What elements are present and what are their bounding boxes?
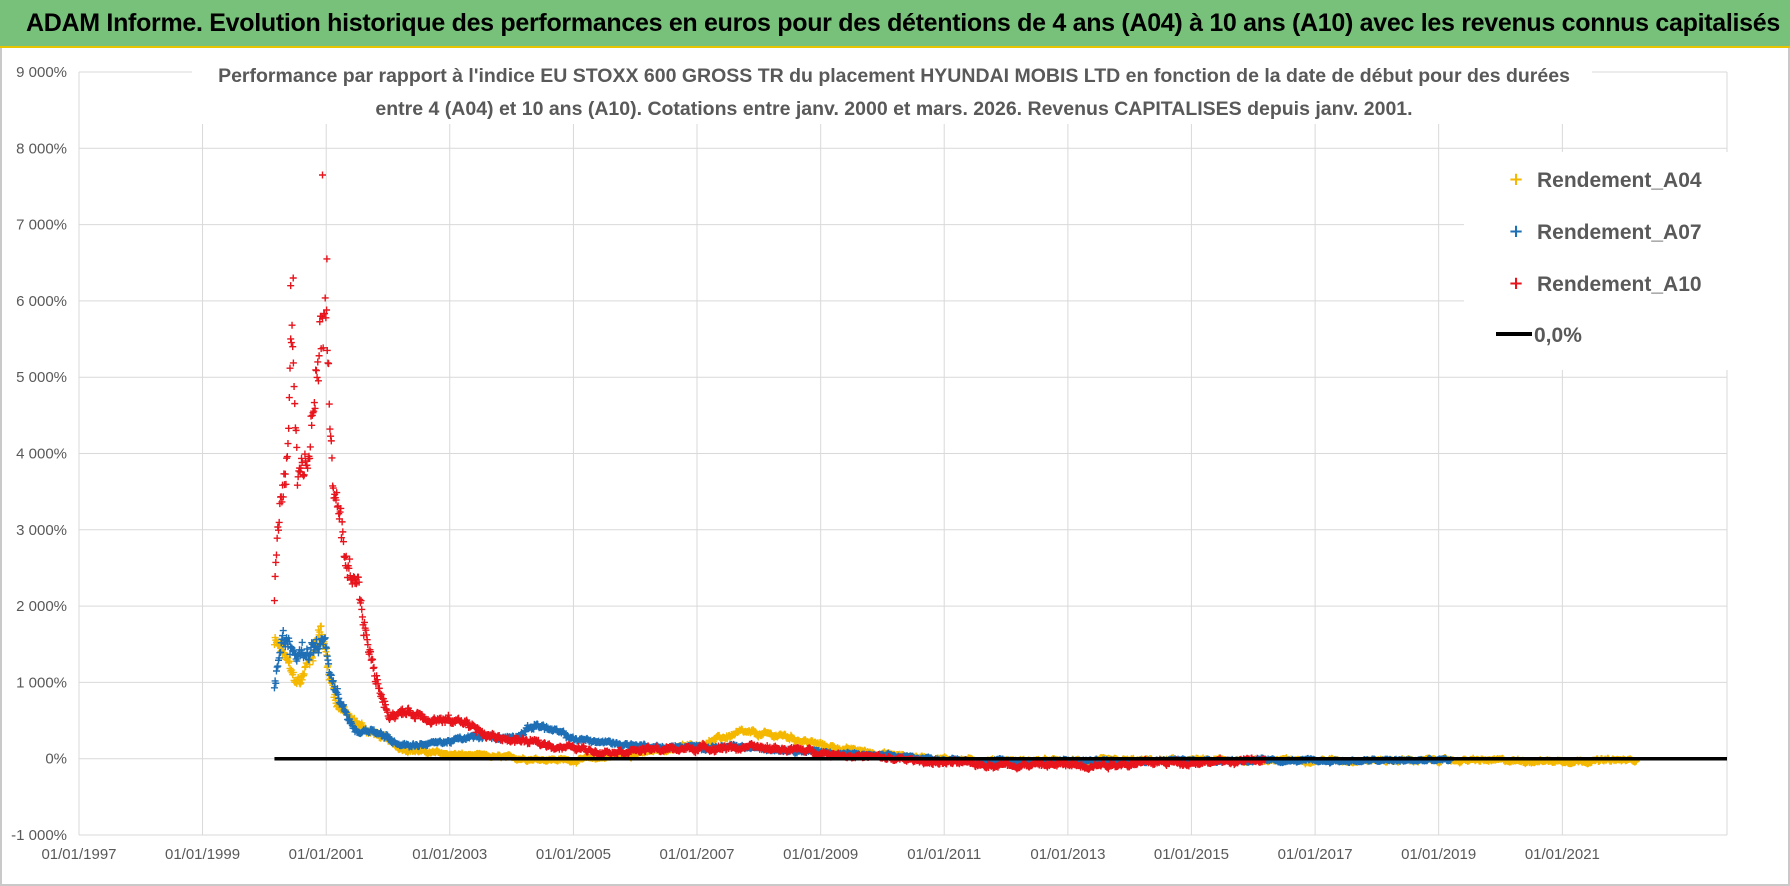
- data-point: [282, 480, 290, 488]
- chart-frame: -1 000% 0% 1 000% 2 000% 3 000% 4 000% 5 000% 6…: [0, 48, 1790, 886]
- data-point: [293, 481, 301, 489]
- data-point: [312, 367, 320, 375]
- data-point: [289, 668, 297, 676]
- data-point: [306, 443, 314, 451]
- data-point: [271, 572, 279, 580]
- data-point: [287, 339, 295, 347]
- data-point: [339, 538, 347, 546]
- data-point: [327, 437, 335, 445]
- data-point: [345, 564, 353, 572]
- data-point: [328, 454, 336, 462]
- data-point: [278, 498, 286, 506]
- data-point: [321, 634, 329, 642]
- data-point: [326, 425, 334, 433]
- data-point: [346, 555, 354, 563]
- data-point: [272, 551, 280, 559]
- data-point: [298, 638, 306, 646]
- data-point: [290, 383, 298, 391]
- data-point: [329, 484, 337, 492]
- performance-chart: -1 000%0%1 000%2 000%3 000%4 000%5 000%6…: [11, 56, 1734, 884]
- data-point: [285, 394, 293, 402]
- data-point: [323, 346, 331, 354]
- data-point: [321, 310, 329, 318]
- data-point: [358, 613, 366, 621]
- data-point: [311, 404, 319, 412]
- data-point: [323, 306, 331, 314]
- data-point: [288, 321, 296, 329]
- data-point: [355, 578, 363, 586]
- data-point: [273, 534, 281, 542]
- data-point: [309, 657, 317, 665]
- data-point: [329, 677, 337, 685]
- data-point: [338, 518, 346, 526]
- data-point: [304, 464, 312, 472]
- data-point: [337, 534, 345, 542]
- data-point: [370, 663, 378, 671]
- data-point: [285, 657, 293, 665]
- data-point: [283, 453, 291, 461]
- data-point: [289, 343, 297, 351]
- data-point: [321, 294, 329, 302]
- data-point: [300, 670, 308, 678]
- series-rendement-a10: [270, 171, 1269, 773]
- data-point: [306, 650, 314, 658]
- data-point: [364, 641, 372, 649]
- data-point: [315, 352, 323, 360]
- data-point: [298, 458, 306, 466]
- data-point: [314, 358, 322, 366]
- data-point: [322, 314, 330, 322]
- data-point: [325, 660, 333, 668]
- data-point: [313, 373, 321, 381]
- data-point: [298, 646, 306, 654]
- data-point: [293, 657, 301, 665]
- data-point: [285, 424, 293, 432]
- data-point: [310, 399, 318, 407]
- data-point: [337, 504, 345, 512]
- data-point: [286, 364, 294, 372]
- data-point: [319, 344, 327, 352]
- data-point: [323, 644, 331, 652]
- data-point: [308, 421, 316, 429]
- data-point: [270, 597, 278, 605]
- data-point: [369, 656, 377, 664]
- data-point: [301, 450, 309, 458]
- data-point: [325, 400, 333, 408]
- data-point: [339, 528, 347, 536]
- data-point: [270, 684, 278, 692]
- data-point: [341, 553, 349, 561]
- data-point: [325, 360, 333, 368]
- data-point: [275, 526, 283, 534]
- data-point: [284, 440, 292, 448]
- banner-title: ADAM Informe. Evolution historique des p…: [26, 8, 1780, 37]
- data-point: [367, 648, 375, 656]
- data-point: [281, 470, 289, 478]
- data-point: [275, 518, 283, 526]
- data-point: [297, 464, 305, 472]
- data-point: [279, 493, 287, 501]
- data-point: [285, 637, 293, 645]
- data-point: [309, 639, 317, 647]
- data-point: [272, 679, 280, 687]
- data-point: [333, 489, 341, 497]
- data-point: [289, 359, 297, 367]
- data-point: [317, 622, 325, 630]
- data-point: [298, 676, 306, 684]
- report-banner: ADAM Informe. Evolution historique des p…: [0, 0, 1790, 48]
- data-point: [291, 400, 299, 408]
- data-point: [293, 443, 301, 451]
- data-point: [277, 648, 285, 656]
- data-point: [292, 426, 300, 434]
- data-point: [297, 679, 305, 687]
- data-point: [306, 454, 314, 462]
- data-point: [314, 377, 322, 385]
- plot-area: [79, 72, 1727, 884]
- data-point: [272, 558, 280, 566]
- data-point: [279, 627, 287, 635]
- data-point: [300, 471, 308, 479]
- data-point: [357, 597, 365, 605]
- data-point: [332, 496, 340, 504]
- data-point: [358, 605, 366, 613]
